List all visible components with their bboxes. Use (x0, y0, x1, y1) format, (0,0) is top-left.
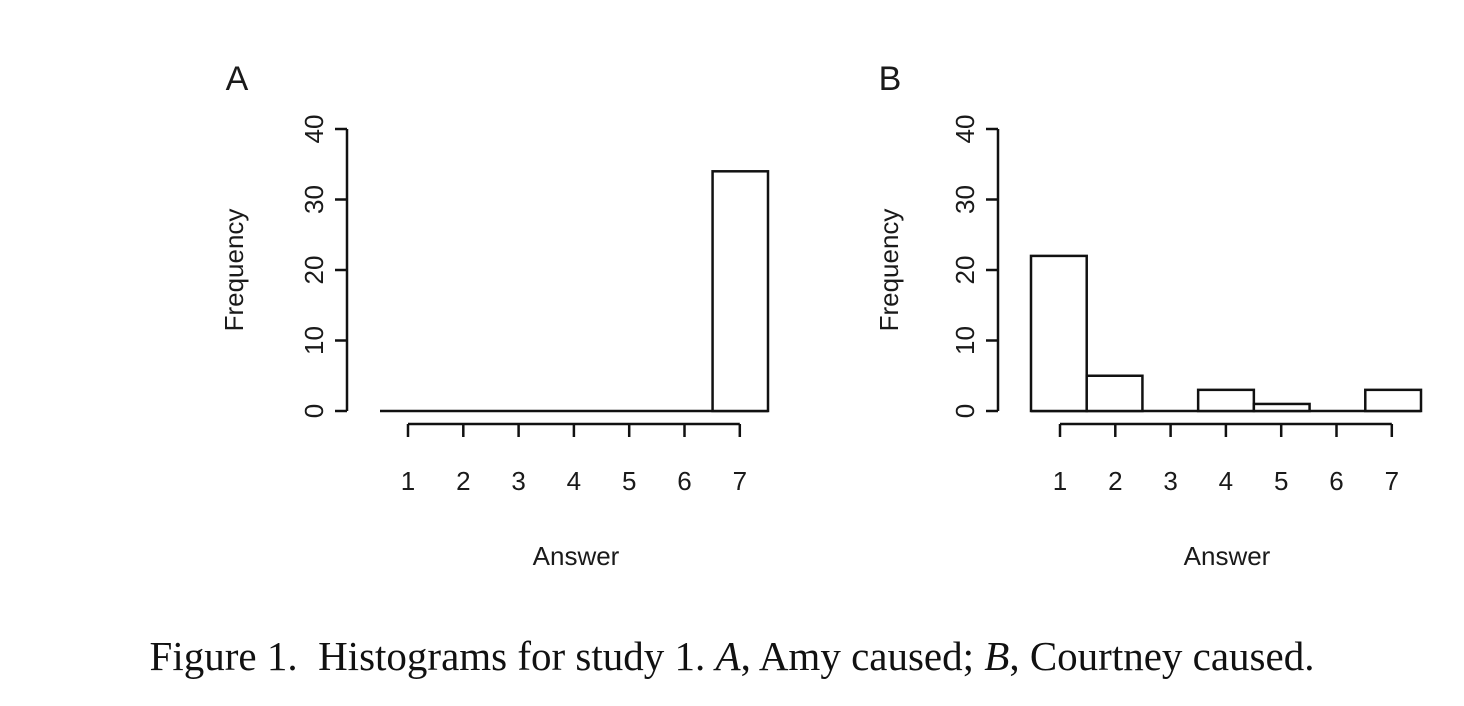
y-tick-label: 20 (950, 256, 980, 285)
y-tick-label: 40 (950, 115, 980, 144)
histogram-bar (1364, 388, 1423, 413)
x-tick-label: 1 (401, 466, 415, 496)
x-tick-label: 3 (511, 466, 525, 496)
caption-text-a: , Amy caused; (740, 633, 985, 679)
y-tick-label: 0 (299, 404, 329, 418)
histogram-bar (711, 170, 770, 413)
y-tick-label: 30 (950, 185, 980, 214)
histogram-bar (1196, 388, 1256, 413)
x-tick-label: 6 (1329, 466, 1343, 496)
x-axis-title: Answer (533, 541, 620, 571)
y-tick-label: 30 (299, 185, 329, 214)
x-tick-label: 5 (622, 466, 636, 496)
x-tick-label: 4 (567, 466, 581, 496)
panel-label: A (226, 60, 249, 98)
caption-text: Histograms for study 1. (318, 633, 706, 679)
histogram-panel-a: A 0 10 20 30 40 Frequency 1 2 3 4 5 6 7 Answer (219, 60, 770, 571)
histogram-bar (1085, 374, 1144, 413)
x-tick-label: 3 (1163, 466, 1177, 496)
panel-label: B (879, 60, 902, 98)
y-tick-label: 0 (950, 404, 980, 418)
histogram-bar (1252, 402, 1311, 413)
histogram-panel-b: B 0 10 20 30 40 Frequency 1 2 3 4 5 6 7 Answer (874, 60, 1423, 571)
histogram-bar (1029, 254, 1088, 413)
y-tick-label: 10 (299, 326, 329, 355)
x-tick-label: 5 (1274, 466, 1288, 496)
caption-text-b: , Courtney caused. (1009, 633, 1315, 679)
caption-label-a: A (715, 633, 741, 679)
caption-lead: Figure 1. (149, 633, 298, 679)
x-tick-label: 7 (1385, 466, 1399, 496)
x-tick-label: 4 (1219, 466, 1233, 496)
x-tick-label: 2 (1108, 466, 1122, 496)
y-axis-title: Frequency (874, 209, 904, 332)
figure-caption: Figure 1. Histograms for study 1. A, Amy… (0, 632, 1464, 680)
x-tick-label: 2 (456, 466, 470, 496)
y-tick-label: 20 (299, 256, 329, 285)
x-tick-label: 1 (1053, 466, 1067, 496)
y-tick-label: 40 (299, 115, 329, 144)
x-axis-title: Answer (1184, 541, 1271, 571)
x-tick-label: 6 (677, 466, 691, 496)
y-tick-label: 10 (950, 326, 980, 355)
y-axis-title: Frequency (219, 209, 249, 332)
x-tick-label: 7 (733, 466, 747, 496)
caption-label-b: B (984, 633, 1010, 679)
